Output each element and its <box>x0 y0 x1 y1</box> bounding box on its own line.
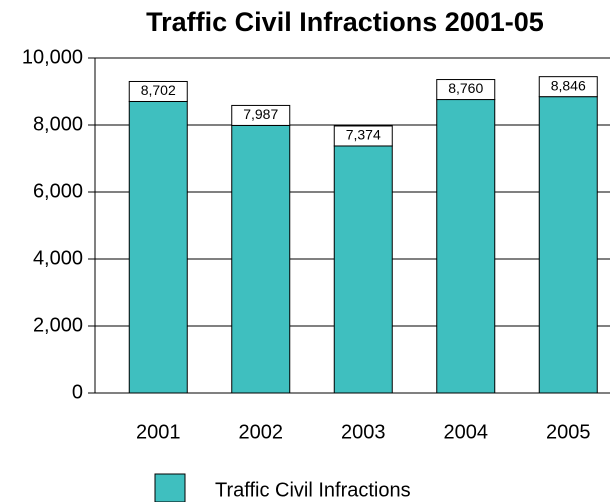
x-tick-label: 2002 <box>239 421 284 443</box>
x-tick-label: 2004 <box>444 421 489 443</box>
bar <box>231 124 291 394</box>
x-tick-label: 2001 <box>136 421 181 443</box>
value-label-box <box>128 80 188 102</box>
value-label: 8,702 <box>141 82 176 98</box>
bar <box>333 145 393 394</box>
y-tick-label: 2,000 <box>33 314 83 336</box>
y-tick-label: 6,000 <box>33 180 83 202</box>
y-tick-label: 0 <box>72 381 83 403</box>
value-label: 8,846 <box>551 77 586 93</box>
bar <box>538 96 598 394</box>
value-label-box <box>333 125 393 147</box>
x-tick-label: 2005 <box>546 421 591 443</box>
chart-title: Traffic Civil Infractions 2001-05 <box>146 7 544 37</box>
bar <box>128 100 188 394</box>
value-label: 7,374 <box>346 127 381 143</box>
value-label-box <box>538 76 598 98</box>
y-tick-label: 8,000 <box>33 113 83 135</box>
legend-swatch <box>154 473 186 502</box>
bar <box>436 99 496 394</box>
legend-label: Traffic Civil Infractions <box>215 479 411 501</box>
value-label: 7,987 <box>243 106 278 122</box>
value-label-box <box>231 104 291 126</box>
value-label-box <box>436 79 496 101</box>
y-tick-label: 4,000 <box>33 247 83 269</box>
y-tick-label: 10,000 <box>22 46 83 68</box>
x-tick-label: 2003 <box>341 421 386 443</box>
value-label: 8,760 <box>448 80 483 96</box>
